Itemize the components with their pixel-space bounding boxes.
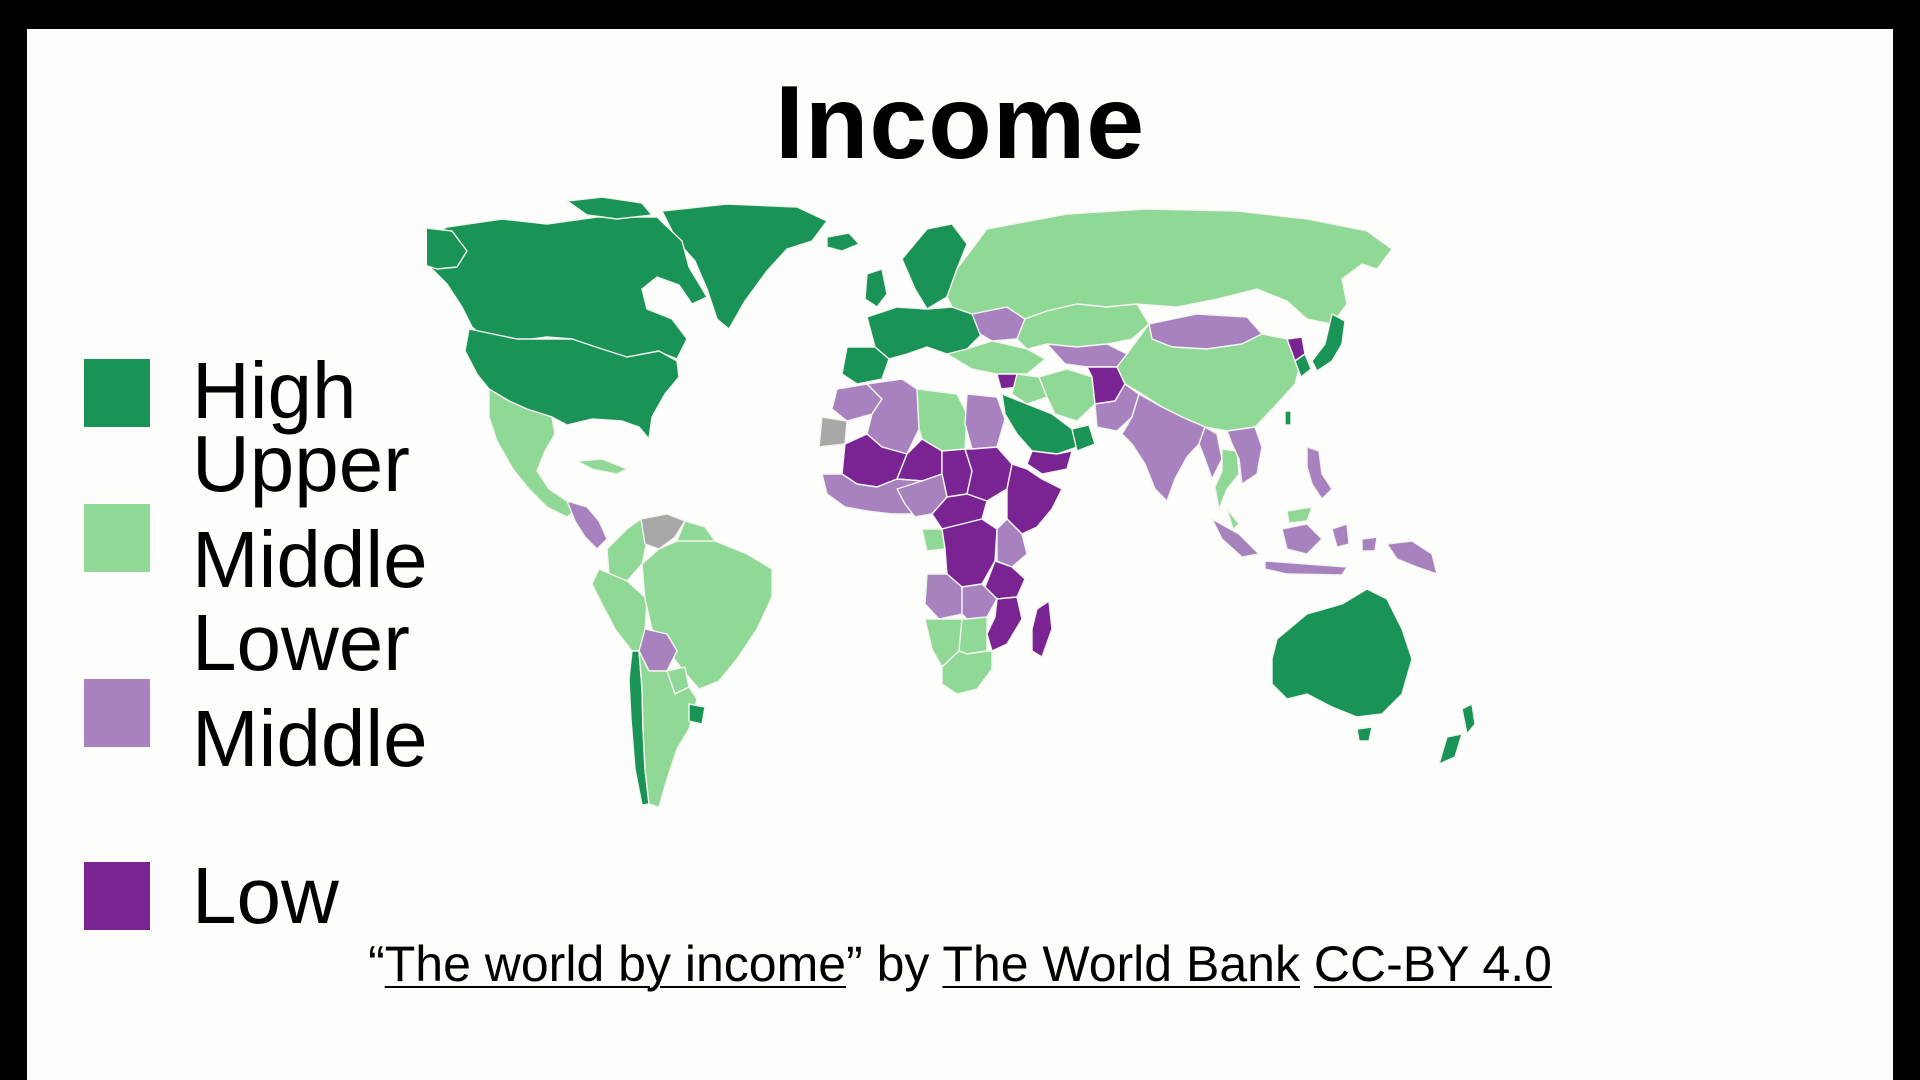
credit-by: ” by — [846, 936, 943, 992]
attribution: “The world by income” by The World Bank … — [27, 937, 1893, 992]
region-japan — [1311, 313, 1346, 372]
legend-swatch-lower-middle — [84, 679, 150, 747]
legend-swatch-low — [84, 862, 150, 930]
region-indochina — [1226, 426, 1263, 485]
region-russia — [946, 208, 1393, 325]
region-iran — [1038, 368, 1096, 422]
license-link[interactable]: CC-BY 4.0 — [1313, 936, 1552, 992]
region-colombia — [606, 518, 648, 582]
region-ethiopia — [1006, 463, 1063, 535]
region-iceland — [826, 232, 860, 252]
region-western-sahara — [818, 416, 848, 448]
credit-sep — [1300, 936, 1314, 992]
region-indonesia — [1211, 518, 1378, 576]
region-cuba — [576, 458, 628, 475]
legend-label-lower-middle-line2: Middle — [192, 694, 428, 783]
region-taiwan — [1284, 410, 1292, 426]
region-mozambique — [986, 596, 1023, 652]
region-central-asia — [1046, 343, 1128, 368]
region-papua-new-guinea — [1386, 540, 1438, 575]
region-kazakhstan — [1016, 303, 1150, 350]
legend-swatch-high — [84, 359, 150, 427]
region-alaska — [427, 227, 468, 270]
region-iberia — [841, 346, 890, 385]
region-gabon — [921, 528, 946, 552]
legend-label-low: Low — [192, 851, 339, 940]
region-venezuela — [640, 513, 686, 550]
slide: Income High Upper Middle Lower Middle Lo… — [27, 29, 1893, 1080]
world-income-map — [427, 196, 1476, 808]
region-saudi-arabia — [1001, 393, 1078, 455]
region-sudan — [964, 446, 1013, 502]
region-tasmania — [1356, 726, 1373, 742]
legend-label-upper-middle-line2: Middle — [192, 515, 428, 604]
region-egypt — [964, 393, 1006, 450]
legend-swatch-upper-middle — [84, 504, 150, 572]
region-oman — [1071, 424, 1096, 452]
work-title-link[interactable]: The world by income — [384, 936, 847, 992]
region-malaysia — [1226, 506, 1313, 530]
region-india — [1121, 393, 1206, 502]
region-myanmar — [1198, 426, 1223, 480]
region-iraq — [1011, 373, 1048, 405]
legend-label-lower-middle-line1: Lower — [192, 598, 410, 687]
region-new-zealand — [1438, 703, 1476, 765]
region-uk — [864, 268, 888, 308]
region-canada-islands — [566, 196, 653, 220]
region-south-korea — [1294, 353, 1312, 378]
credit-open-quote: “ — [368, 936, 385, 992]
legend: High Upper Middle Lower Middle Low — [84, 329, 484, 989]
legend-label-upper-middle-line1: Upper — [192, 419, 410, 508]
region-turkey — [946, 340, 1046, 375]
region-yemen — [1026, 450, 1073, 475]
region-uruguay — [688, 703, 706, 725]
region-zambia — [961, 583, 998, 620]
region-dr-congo — [941, 518, 998, 588]
region-botswana — [958, 616, 988, 655]
legend-label-high: High — [192, 346, 357, 435]
region-central-america — [566, 500, 608, 550]
slide-title: Income — [774, 65, 1146, 181]
region-madagascar — [1031, 600, 1053, 658]
region-south-africa — [941, 650, 993, 695]
region-greenland — [661, 203, 828, 330]
region-australia — [1271, 588, 1413, 718]
author-link[interactable]: The World Bank — [942, 936, 1300, 992]
region-argentina — [638, 650, 698, 808]
region-philippines — [1306, 446, 1333, 500]
